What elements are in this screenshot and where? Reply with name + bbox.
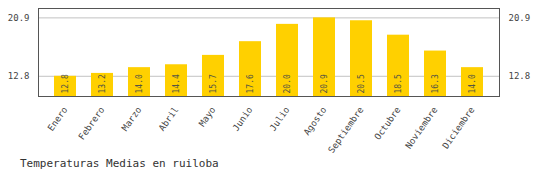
svg-text:12.8: 12.8 <box>8 71 30 81</box>
svg-text:20.0: 20.0 <box>283 74 292 93</box>
svg-text:20.9: 20.9 <box>8 13 30 23</box>
svg-text:14.0: 14.0 <box>468 74 477 93</box>
svg-text:16.3: 16.3 <box>431 74 440 93</box>
html-text:Temperaturas Medias en ruiloba: Temperaturas Medias en ruiloba <box>20 157 219 170</box>
svg-text:14.4: 14.4 <box>172 74 181 93</box>
svg-text:12.8: 12.8 <box>509 71 531 81</box>
svg-text:Marzo: Marzo <box>120 105 144 133</box>
svg-text:18.5: 18.5 <box>394 74 403 93</box>
svg-text:Octubre: Octubre <box>373 105 403 142</box>
svg-text:17.6: 17.6 <box>246 74 255 93</box>
svg-text:Agosto: Agosto <box>302 105 329 137</box>
svg-text:12.8: 12.8 <box>61 74 70 93</box>
svg-text:Enero: Enero <box>46 105 70 133</box>
svg-text:20.5: 20.5 <box>357 74 366 93</box>
svg-text:Julio: Julio <box>268 105 292 133</box>
svg-text:Diciembre: Diciembre <box>440 105 476 151</box>
svg-text:20.9: 20.9 <box>509 13 531 23</box>
svg-text:Junio: Junio <box>231 105 255 133</box>
svg-text:Abril: Abril <box>157 105 181 133</box>
svg-text:13.2: 13.2 <box>98 74 107 93</box>
svg-text:Febrero: Febrero <box>77 105 107 142</box>
svg-text:20.9: 20.9 <box>320 74 329 93</box>
svg-text:Mayo: Mayo <box>197 105 218 129</box>
svg-text:15.7: 15.7 <box>209 74 218 93</box>
svg-text:Septiembre: Septiembre <box>326 105 365 154</box>
svg-text:14.0: 14.0 <box>135 74 144 93</box>
svg-text:Noviembre: Noviembre <box>403 105 439 151</box>
